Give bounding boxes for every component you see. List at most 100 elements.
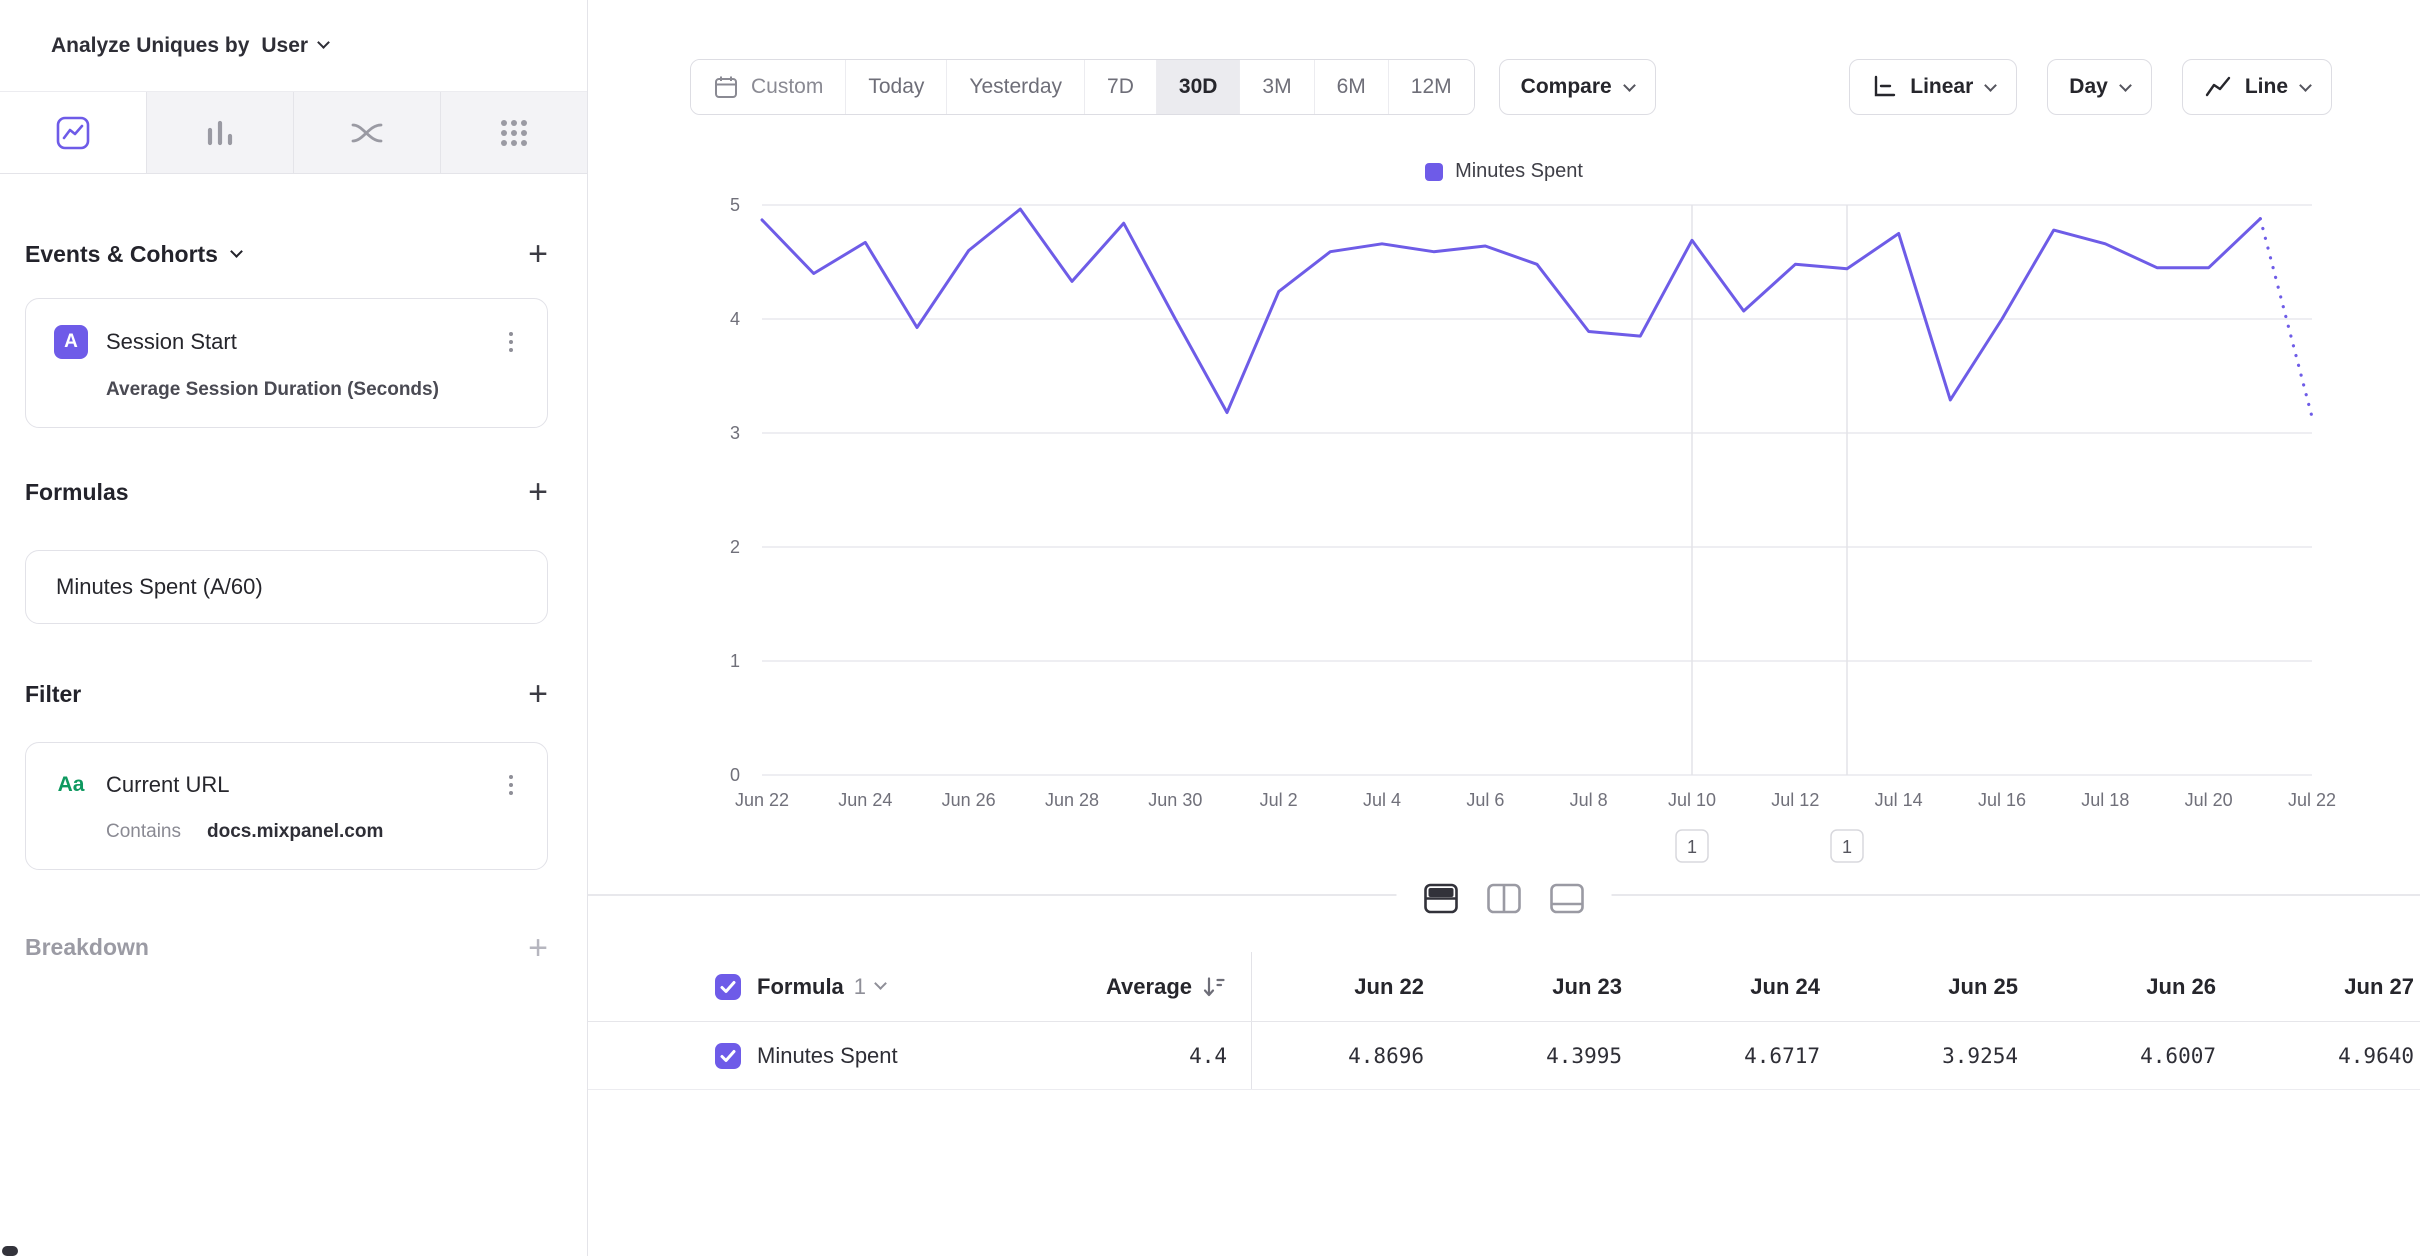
chart-toolbar: Custom Today Yesterday 7D 30D 3M 6M 12M … bbox=[690, 59, 2332, 115]
event-card-session-start[interactable]: A Session Start Average Session Duration… bbox=[25, 298, 548, 428]
event-letter-badge: A bbox=[54, 325, 88, 359]
cell-value: 4.3995 bbox=[1546, 1043, 1622, 1068]
cell-value: 4.6007 bbox=[2140, 1043, 2216, 1068]
breakdown-title: Breakdown bbox=[25, 934, 149, 960]
formulas-section-header: Formulas + bbox=[25, 472, 548, 512]
svg-text:Jun 22: Jun 22 bbox=[735, 790, 789, 810]
date-range-custom[interactable]: Custom bbox=[691, 60, 847, 114]
svg-text:Jun 28: Jun 28 bbox=[1045, 790, 1099, 810]
kebab-menu-icon[interactable] bbox=[503, 769, 520, 801]
layout-toggle-group bbox=[1396, 866, 1612, 930]
calendar-icon bbox=[715, 76, 737, 98]
add-event-button[interactable]: + bbox=[528, 235, 548, 273]
select-all-checkbox[interactable] bbox=[715, 973, 741, 1000]
chevron-down-icon bbox=[1622, 79, 1636, 92]
property-type-badge: Aa bbox=[57, 772, 85, 796]
date-column-header[interactable]: Jun 25 bbox=[1948, 973, 2018, 999]
average-column-header[interactable]: Average bbox=[1106, 974, 1227, 1000]
filter-card-current-url[interactable]: Aa Current URL Contains docs.mixpanel.co… bbox=[25, 742, 548, 870]
svg-text:Jul 14: Jul 14 bbox=[1875, 790, 1923, 810]
svg-text:Jul 18: Jul 18 bbox=[2081, 790, 2129, 810]
grid-tab-icon bbox=[501, 119, 527, 146]
events-cohorts-section-header: Events & Cohorts + bbox=[25, 234, 548, 274]
date-range-today[interactable]: Today bbox=[846, 60, 948, 114]
svg-text:1: 1 bbox=[1687, 837, 1697, 857]
analyze-uniques-header: Analyze Uniques by User bbox=[0, 0, 587, 92]
date-column-header[interactable]: Jun 27 bbox=[2344, 973, 2414, 999]
date-range-30d[interactable]: 30D bbox=[1156, 60, 1241, 114]
svg-text:3: 3 bbox=[730, 423, 740, 443]
date-range-3m[interactable]: 3M bbox=[1240, 60, 1315, 114]
svg-text:1: 1 bbox=[1842, 837, 1852, 857]
layout-bottom-button[interactable] bbox=[1549, 882, 1586, 915]
formula-card[interactable]: Minutes Spent (A/60) bbox=[25, 550, 548, 624]
svg-text:Jun 26: Jun 26 bbox=[942, 790, 996, 810]
visualization-tabs bbox=[0, 92, 587, 174]
svg-text:Jul 4: Jul 4 bbox=[1363, 790, 1401, 810]
scale-dropdown[interactable]: Linear bbox=[1849, 59, 2018, 115]
date-range-6m[interactable]: 6M bbox=[1314, 60, 1389, 114]
legend-swatch bbox=[1425, 162, 1444, 181]
table-header-row: Formula 1 Average Jun 22 Jun 23 Jun 24 bbox=[588, 952, 2420, 1022]
data-table: Formula 1 Average Jun 22 Jun 23 Jun 24 bbox=[588, 952, 2420, 1090]
compare-button[interactable]: Compare bbox=[1498, 59, 1656, 115]
event-name: Session Start bbox=[106, 329, 237, 354]
svg-text:Jul 22: Jul 22 bbox=[2288, 790, 2336, 810]
layout-split-horizontal-button[interactable] bbox=[1423, 882, 1460, 915]
cell-value: 4.8696 bbox=[1348, 1043, 1424, 1068]
svg-text:Jul 2: Jul 2 bbox=[1260, 790, 1298, 810]
svg-text:Jul 20: Jul 20 bbox=[2185, 790, 2233, 810]
date-column-header[interactable]: Jun 23 bbox=[1552, 973, 1622, 999]
row-checkbox[interactable] bbox=[715, 1042, 741, 1069]
chart-type-dropdown[interactable]: Line bbox=[2181, 59, 2332, 115]
line-chart[interactable]: 0 1 2 3 4 5 Jun 22 Jun 24 Jun 26 Jun 28 Jun 30 Jul … bbox=[588, 190, 2420, 880]
line-chart-tab-icon bbox=[56, 116, 90, 149]
chevron-down-icon bbox=[2118, 79, 2132, 92]
formula-group-header[interactable]: Formula 1 bbox=[757, 974, 887, 1000]
linear-scale-icon bbox=[1875, 75, 1896, 97]
filter-title: Filter bbox=[25, 680, 82, 707]
legend-label: Minutes Spent bbox=[1455, 160, 1583, 182]
tab-bar-chart[interactable] bbox=[147, 92, 294, 173]
sort-icon bbox=[1203, 976, 1225, 996]
svg-text:1: 1 bbox=[730, 651, 740, 671]
cell-value: 3.9254 bbox=[1942, 1043, 2018, 1068]
layout-split-vertical-button[interactable] bbox=[1486, 882, 1523, 915]
chevron-down-icon bbox=[230, 244, 243, 258]
annotation-badge[interactable] bbox=[1675, 829, 1709, 863]
scrollbar-thumb[interactable] bbox=[2, 1246, 18, 1256]
filter-value[interactable]: docs.mixpanel.com bbox=[207, 820, 384, 842]
flow-tab-icon bbox=[351, 123, 383, 142]
svg-text:Jul 8: Jul 8 bbox=[1570, 790, 1608, 810]
svg-text:4: 4 bbox=[730, 309, 740, 329]
tab-line-chart[interactable] bbox=[0, 92, 147, 173]
bar-chart-tab-icon bbox=[207, 120, 233, 145]
add-formula-button[interactable]: + bbox=[528, 473, 548, 511]
filter-operator[interactable]: Contains bbox=[106, 820, 181, 842]
granularity-dropdown[interactable]: Day bbox=[2047, 59, 2152, 115]
date-range-7d[interactable]: 7D bbox=[1085, 60, 1157, 114]
filter-section-header: Filter + bbox=[25, 674, 548, 714]
tab-flow[interactable] bbox=[294, 92, 441, 173]
chevron-down-icon bbox=[874, 977, 887, 990]
add-breakdown-button[interactable]: + bbox=[528, 928, 548, 967]
kebab-menu-icon[interactable] bbox=[503, 326, 520, 358]
chart-legend[interactable]: Minutes Spent bbox=[588, 160, 2420, 183]
series-name[interactable]: Minutes Spent bbox=[757, 1042, 898, 1068]
sidebar-body: Events & Cohorts + A Session Start Avera… bbox=[0, 234, 587, 968]
add-filter-button[interactable]: + bbox=[528, 675, 548, 713]
date-range-12m[interactable]: 12M bbox=[1388, 60, 1474, 114]
analyze-entity-dropdown[interactable]: User bbox=[261, 34, 330, 58]
date-column-header[interactable]: Jun 22 bbox=[1354, 973, 1424, 999]
tab-grid[interactable] bbox=[441, 92, 587, 173]
cell-value: 4.9640 bbox=[2338, 1043, 2414, 1068]
date-column-header[interactable]: Jun 26 bbox=[2146, 973, 2216, 999]
event-aggregation[interactable]: Average Session Duration (Seconds) bbox=[106, 379, 439, 400]
annotation-badge[interactable] bbox=[1830, 829, 1864, 863]
date-column-header[interactable]: Jun 24 bbox=[1750, 973, 1820, 999]
svg-text:Jul 6: Jul 6 bbox=[1466, 790, 1504, 810]
date-range-yesterday[interactable]: Yesterday bbox=[947, 60, 1086, 114]
events-cohorts-title[interactable]: Events & Cohorts bbox=[25, 241, 243, 268]
table-row-minutes-spent: Minutes Spent 4.4 4.8696 4.3995 4.6717 3… bbox=[588, 1022, 2420, 1090]
